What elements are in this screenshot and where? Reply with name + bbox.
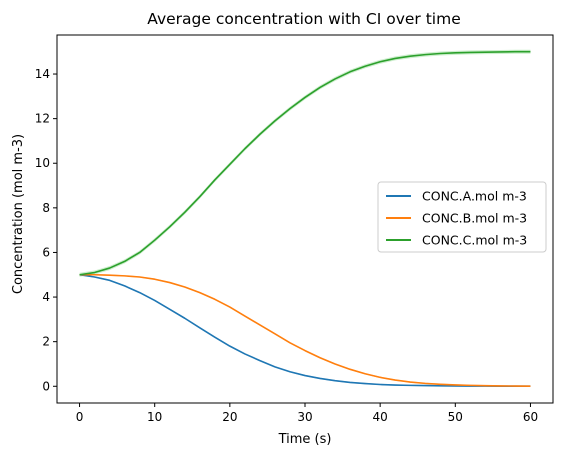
x-tick-label: 20: [222, 410, 237, 424]
y-tick-label: 2: [42, 335, 50, 349]
y-tick-label: 12: [35, 112, 50, 126]
series-line: [79, 50, 531, 276]
x-axis-label: Time (s): [278, 432, 332, 447]
legend-box: [377, 181, 547, 253]
series-line: [79, 273, 531, 387]
x-tick-label: 0: [76, 410, 84, 424]
x-tick-label: 40: [373, 410, 388, 424]
chart-title: Average concentration with CI over time: [147, 10, 461, 28]
y-tick-label: 0: [42, 379, 50, 393]
ci-band: [79, 274, 531, 387]
x-tick-label: 10: [147, 410, 162, 424]
series-line: [79, 273, 531, 388]
legend-entry: CONC.B.mol m-3: [422, 211, 527, 226]
x-tick-label: 50: [448, 410, 463, 424]
y-tick-label: 10: [35, 156, 50, 170]
ci-band: [79, 274, 531, 387]
y-axis: 0 2 4 6 8 10 12 14: [35, 67, 57, 393]
y-axis-label: Concentration (mol m-3): [11, 134, 26, 294]
legend-entry: CONC.A.mol m-3: [422, 189, 527, 204]
x-tick-label: 30: [297, 410, 312, 424]
legend-entry: CONC.C.mol m-3: [422, 233, 527, 248]
series-lines: [79, 50, 531, 388]
legend: CONC.A.mol m-3 CONC.B.mol m-3 CONC.C.mol m…: [377, 181, 547, 253]
y-tick-label: 6: [42, 245, 50, 259]
y-tick-label: 14: [35, 67, 50, 81]
x-axis: 0 10 20 30 40 50 60: [76, 403, 538, 424]
x-tick-label: 60: [523, 410, 538, 424]
y-tick-label: 8: [42, 201, 50, 215]
y-tick-label: 4: [42, 290, 50, 304]
